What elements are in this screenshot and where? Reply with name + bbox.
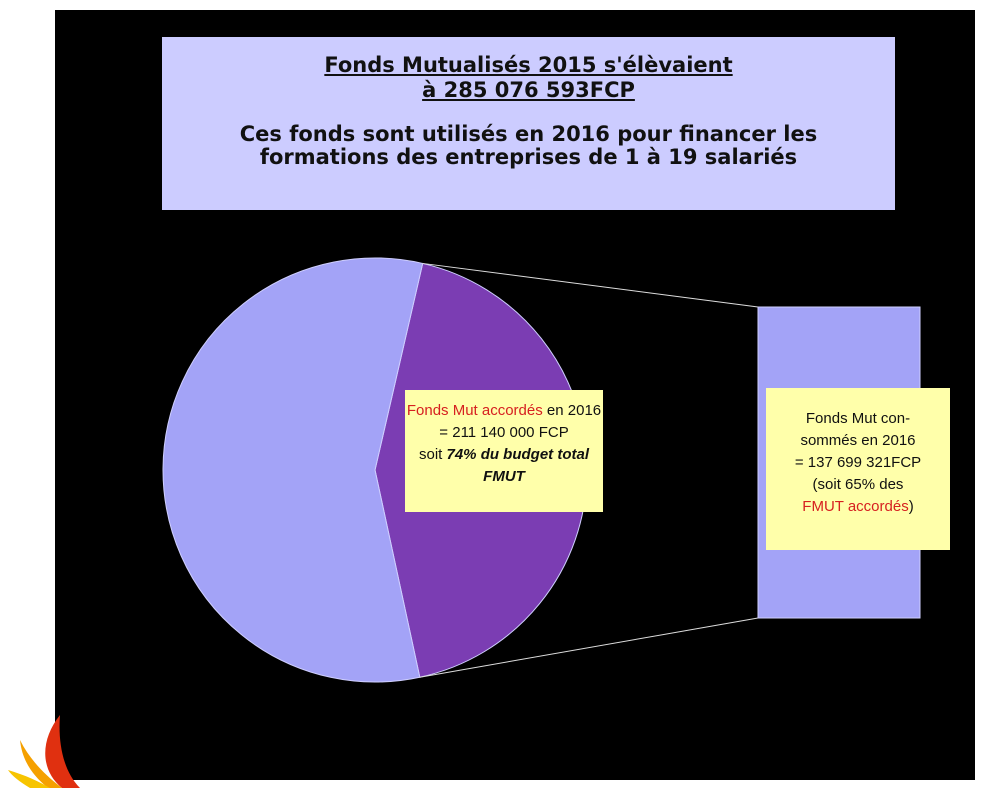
annotation-text: )	[908, 498, 914, 515]
pie-slice	[162, 257, 424, 683]
annotation-text: Fonds Mut con-	[805, 410, 911, 427]
logo	[8, 715, 80, 788]
annotation-text: Fonds Mut accordés	[406, 402, 543, 419]
annotation-text: FMUT accordés	[802, 498, 909, 515]
annotation-text: (soit 65% des	[812, 476, 904, 493]
annotation-line: = 211 140 000 FCP	[405, 422, 603, 444]
logo-petal	[20, 740, 62, 788]
annotation-text: soit	[418, 446, 447, 463]
annotation-line: Fonds Mut accordés en 2016	[405, 400, 603, 422]
title-line: à 285 076 593FCP	[422, 78, 635, 102]
annotation-box: Fonds Mut accordés en 2016 = 211 140 000…	[405, 390, 603, 512]
annotation-line: (soit 65% des	[766, 474, 950, 496]
annotation-text: = 137 699 321FCP	[794, 454, 922, 471]
subtitle-line: formations des entreprises de 1 à 19 sal…	[259, 145, 798, 169]
annotation-line: = 137 699 321FCP	[766, 452, 950, 474]
annotation-text: sommés en 2016	[800, 432, 916, 449]
annotation-line: FMUT accordés)	[766, 496, 950, 518]
annotation-text: en 2016	[542, 402, 602, 419]
annotation-line: soit 74% du budget total	[405, 444, 603, 466]
annotation-line: FMUT	[405, 466, 603, 488]
annotation-text: 74% du budget total	[446, 446, 590, 463]
title-line: Fonds Mutualisés 2015 s'élèvaient	[324, 53, 733, 77]
annotation-line: Fonds Mut con-	[766, 408, 950, 430]
annotation-text: FMUT	[483, 468, 525, 485]
annotation-box: Fonds Mut con- sommés en 2016 = 137 699 …	[766, 388, 950, 550]
connector-line	[422, 262, 759, 308]
title-box: Fonds Mutualisés 2015 s'élèvaient à 285 …	[162, 37, 895, 210]
annotation-line: sommés en 2016	[766, 430, 950, 452]
logo-petal	[45, 715, 80, 788]
subtitle-line: Ces fonds sont utilisés en 2016 pour fin…	[239, 122, 818, 146]
annotation-text: = 211 140 000 FCP	[439, 424, 569, 441]
connector-line	[419, 617, 759, 678]
logo-petal	[8, 770, 50, 788]
